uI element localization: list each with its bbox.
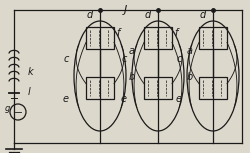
- Text: c: c: [121, 54, 127, 64]
- Text: g: g: [5, 103, 10, 112]
- Text: a: a: [187, 46, 193, 56]
- Text: a: a: [129, 46, 135, 56]
- Text: c: c: [176, 54, 182, 64]
- Text: f: f: [174, 28, 178, 38]
- Bar: [199, 77, 227, 99]
- Text: e: e: [63, 94, 69, 104]
- Text: k: k: [28, 67, 34, 77]
- Text: e: e: [176, 94, 182, 104]
- Text: f: f: [116, 28, 119, 38]
- Bar: [144, 27, 172, 49]
- Text: b: b: [129, 72, 135, 82]
- Bar: [86, 27, 114, 49]
- Text: l: l: [28, 87, 31, 97]
- Text: e: e: [121, 94, 127, 104]
- Text: d: d: [200, 10, 206, 20]
- Text: c: c: [63, 54, 69, 64]
- Bar: [86, 77, 114, 99]
- Text: J: J: [124, 5, 127, 15]
- Bar: [144, 77, 172, 99]
- Bar: [199, 27, 227, 49]
- Text: d: d: [87, 10, 93, 20]
- Text: b: b: [187, 72, 193, 82]
- Text: d: d: [145, 10, 151, 20]
